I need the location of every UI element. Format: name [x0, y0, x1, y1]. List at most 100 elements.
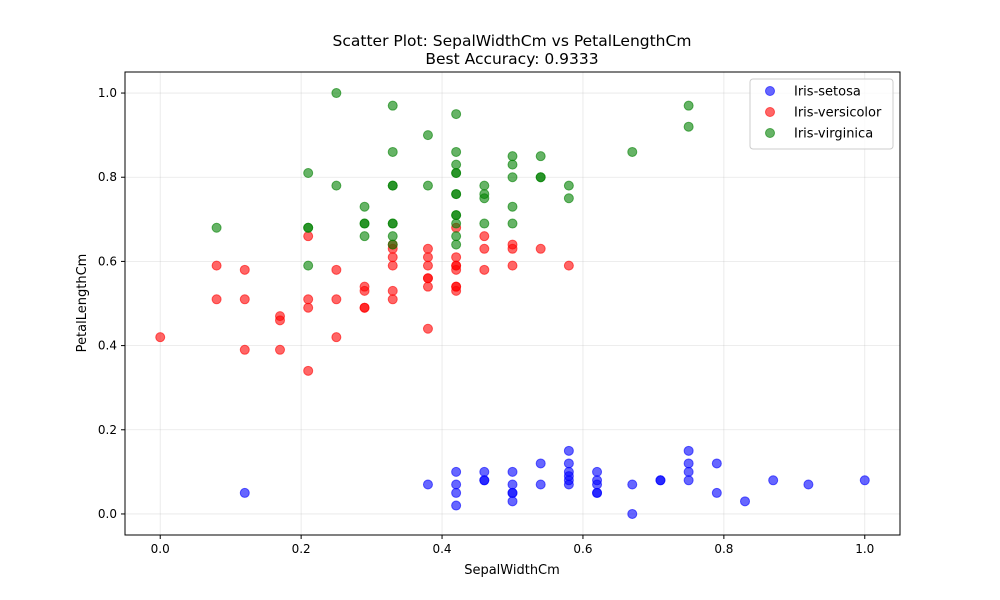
- data-point: [387, 180, 398, 191]
- data-point: [451, 146, 462, 157]
- data-point: [627, 479, 638, 490]
- x-axis-label: SepalWidthCm: [464, 563, 560, 578]
- data-point: [422, 323, 433, 334]
- data-point: [451, 239, 462, 250]
- data-point: [331, 88, 342, 99]
- data-point: [563, 180, 574, 191]
- data-point: [359, 231, 370, 242]
- series-iris-virginica: [211, 88, 694, 271]
- data-point: [422, 260, 433, 271]
- x-tick-label: 0.6: [573, 542, 592, 556]
- data-point: [479, 193, 490, 204]
- data-point: [592, 479, 603, 490]
- data-point: [507, 466, 518, 477]
- data-point: [859, 475, 870, 486]
- data-point: [422, 281, 433, 292]
- x-tick-label: 0.8: [714, 542, 733, 556]
- data-point: [451, 189, 462, 200]
- data-point: [239, 344, 250, 355]
- data-point: [387, 260, 398, 271]
- y-tick-label: 0.2: [98, 423, 117, 437]
- data-point: [359, 302, 370, 313]
- data-point: [451, 285, 462, 296]
- data-point: [359, 201, 370, 212]
- y-tick-label: 0.4: [98, 339, 117, 353]
- data-point: [451, 231, 462, 242]
- data-point: [535, 172, 546, 183]
- data-point: [479, 180, 490, 191]
- data-point: [451, 264, 462, 275]
- data-point: [507, 201, 518, 212]
- data-point: [303, 294, 314, 305]
- data-point: [655, 475, 666, 486]
- data-point: [451, 479, 462, 490]
- x-tick-label: 0.0: [151, 542, 170, 556]
- data-point: [422, 273, 433, 284]
- data-point: [303, 222, 314, 233]
- data-point: [711, 487, 722, 498]
- data-point: [239, 294, 250, 305]
- x-tick-label: 0.4: [432, 542, 451, 556]
- data-point: [422, 252, 433, 263]
- data-point: [479, 243, 490, 254]
- data-point: [535, 458, 546, 469]
- y-tick-label: 1.0: [98, 86, 117, 100]
- data-point: [768, 475, 779, 486]
- y-tick-label: 0.6: [98, 254, 117, 268]
- data-point: [451, 168, 462, 179]
- data-point: [359, 218, 370, 229]
- data-point: [563, 458, 574, 469]
- data-point: [535, 479, 546, 490]
- series-iris-setosa: [239, 445, 870, 519]
- data-point: [451, 487, 462, 498]
- data-point: [535, 243, 546, 254]
- data-point: [387, 231, 398, 242]
- data-point: [451, 218, 462, 229]
- data-point: [507, 172, 518, 183]
- y-tick-label: 0.0: [98, 507, 117, 521]
- legend-box: [749, 78, 894, 150]
- data-point: [387, 285, 398, 296]
- data-point: [451, 210, 462, 221]
- data-point: [563, 479, 574, 490]
- data-point: [331, 294, 342, 305]
- data-point: [740, 496, 750, 507]
- data-point: [451, 109, 462, 120]
- data-point: [683, 100, 694, 111]
- data-point: [331, 180, 342, 191]
- legend-marker: [765, 128, 775, 138]
- y-axis-label: PetalLengthCm: [75, 254, 90, 353]
- data-point: [331, 332, 342, 343]
- legend-label: Iris-setosa: [794, 85, 861, 100]
- legend-label: Iris-virginica: [794, 127, 873, 142]
- data-point: [507, 151, 518, 162]
- data-point: [683, 445, 694, 456]
- data-point: [683, 466, 694, 477]
- data-point: [303, 168, 314, 179]
- series-iris-versicolor: [155, 222, 574, 376]
- data-points: [155, 88, 870, 519]
- chart-subtitle: Best Accuracy: 0.9333: [425, 50, 598, 68]
- axis-ticks: 0.0 0.2 0.4 0.6 0.8 1.0 0.0 0.2 0.4 0.6 0.8 1.0: [98, 86, 874, 556]
- data-point: [239, 487, 250, 498]
- data-point: [387, 239, 398, 250]
- data-point: [451, 466, 462, 477]
- data-point: [451, 500, 462, 511]
- data-point: [387, 252, 398, 263]
- data-point: [563, 260, 574, 271]
- data-point: [803, 479, 814, 490]
- data-point: [275, 315, 285, 326]
- data-point: [451, 159, 462, 170]
- data-point: [303, 302, 314, 313]
- data-point: [563, 193, 574, 204]
- data-point: [422, 130, 433, 141]
- data-point: [627, 146, 638, 157]
- data-point: [303, 260, 314, 271]
- data-point: [479, 466, 490, 477]
- data-point: [683, 458, 694, 469]
- legend-marker: [765, 107, 775, 117]
- data-point: [507, 496, 518, 507]
- data-point: [387, 218, 398, 229]
